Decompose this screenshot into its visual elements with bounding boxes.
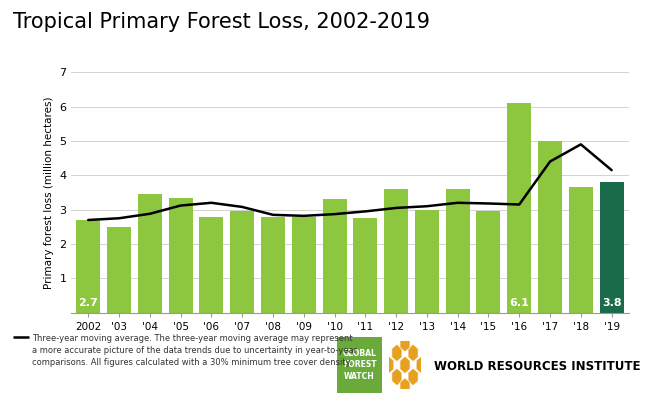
Bar <box>292 217 316 313</box>
Bar <box>168 198 192 313</box>
Bar <box>538 141 562 313</box>
Bar <box>569 187 593 313</box>
Bar <box>384 189 408 313</box>
Bar <box>446 189 470 313</box>
Y-axis label: Primary forest loss (million hectares): Primary forest loss (million hectares) <box>43 96 54 289</box>
Bar <box>415 210 439 313</box>
Text: 2.7: 2.7 <box>78 298 98 308</box>
Text: 3.8: 3.8 <box>602 298 621 308</box>
Bar <box>76 220 100 313</box>
Bar <box>138 194 162 313</box>
Text: Three-year moving average. The three-year moving average may represent
a more ac: Three-year moving average. The three-yea… <box>32 334 358 367</box>
Bar <box>476 211 500 313</box>
Bar <box>599 182 623 313</box>
Text: WORLD RESOURCES INSTITUTE: WORLD RESOURCES INSTITUTE <box>434 360 641 373</box>
Bar <box>353 218 377 313</box>
Bar <box>507 103 531 313</box>
Bar <box>107 227 131 313</box>
Text: 6.1: 6.1 <box>509 298 529 308</box>
Bar <box>323 199 347 313</box>
Bar <box>230 211 254 313</box>
Bar <box>200 217 224 313</box>
Text: GLOBAL
FOREST
WATCH: GLOBAL FOREST WATCH <box>343 349 376 381</box>
Text: Tropical Primary Forest Loss, 2002-2019: Tropical Primary Forest Loss, 2002-2019 <box>13 12 430 32</box>
Bar <box>261 217 285 313</box>
